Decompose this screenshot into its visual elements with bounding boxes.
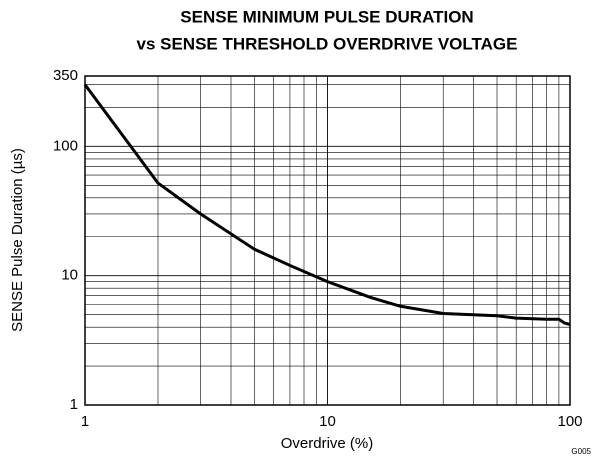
data-line [83,83,571,326]
y-tick-label: 1 [70,396,78,413]
y-tick-label: 10 [61,267,78,284]
figure-id: G005 [571,447,591,456]
x-tick-label: 100 [557,413,582,430]
x-tick-label: 10 [319,413,336,430]
x-axis-label: Overdrive (%) [281,435,374,452]
y-tick-label: 100 [53,137,78,154]
y-tick-label: 350 [53,67,78,84]
chart-subtitle: vs SENSE THRESHOLD OVERDRIVE VOLTAGE [137,34,518,53]
y-axis-label: SENSE Pulse Duration (µs) [9,148,26,332]
chart-title: SENSE MINIMUM PULSE DURATION [180,7,473,26]
x-tick-label: 1 [81,413,89,430]
plot-frame [84,75,571,406]
